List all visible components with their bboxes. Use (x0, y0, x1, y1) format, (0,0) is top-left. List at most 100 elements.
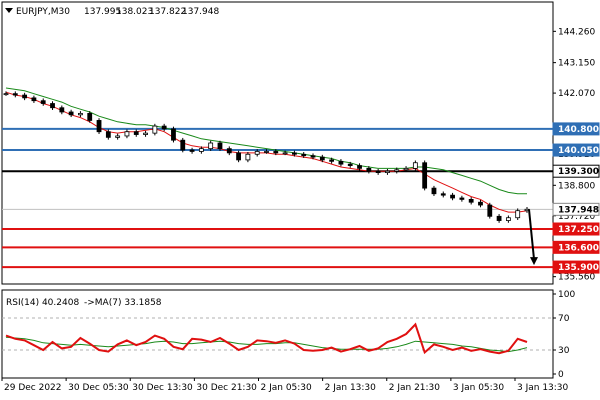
close-value: 137.948 (182, 7, 219, 17)
price-series (3, 91, 530, 223)
rsi-axis: 100 70 30 0 (553, 290, 575, 380)
level-box (552, 240, 600, 254)
candle (78, 111, 83, 118)
x-tick-label: 29 Dec 2022 (4, 383, 62, 393)
candle-body (310, 155, 316, 158)
candle-body (496, 215, 502, 221)
candle-body (319, 156, 325, 161)
candle (329, 157, 335, 164)
candle (22, 92, 28, 101)
candle-body (478, 201, 483, 206)
candle (96, 118, 102, 134)
candle-body (22, 94, 28, 99)
candle-body (31, 97, 37, 102)
candle (254, 149, 260, 157)
level-box-label: 139.300 (558, 167, 599, 177)
collapse-triangle-icon[interactable] (5, 8, 13, 13)
candle (105, 129, 111, 140)
candle (87, 111, 93, 123)
candle-body (254, 151, 260, 155)
candle-body (264, 151, 269, 153)
candle-body (440, 193, 446, 196)
candle (124, 129, 130, 139)
candle (347, 161, 353, 168)
candle-body (40, 100, 46, 104)
candle-body (487, 204, 493, 217)
candle (319, 154, 325, 163)
candle-body (292, 152, 297, 155)
candle (217, 140, 223, 151)
candle-body (96, 120, 102, 133)
y-tick-label: 135.560 (558, 273, 595, 283)
candle (385, 168, 390, 175)
candle (226, 146, 232, 156)
candle-body (450, 194, 455, 199)
level-box (552, 122, 600, 136)
candle (180, 137, 186, 153)
x-tick-label: 3 Jan 05:30 (453, 383, 505, 393)
candle (133, 129, 139, 137)
candle-body (422, 162, 428, 189)
candle (487, 202, 493, 219)
candle-body (189, 149, 195, 152)
price-panel-frame (1, 1, 554, 285)
x-tick-label: 3 Jan 13:30 (517, 383, 569, 393)
candle (515, 208, 521, 220)
candle (422, 160, 428, 191)
candle (236, 150, 241, 163)
candle (143, 130, 148, 137)
arrow-head (530, 257, 538, 266)
candle (115, 133, 121, 140)
candle (282, 150, 288, 156)
candle (357, 163, 362, 171)
candle-body (301, 153, 307, 157)
candle-body (59, 107, 65, 113)
rsi-tick-label: 70 (558, 314, 570, 324)
y-tick-label: 142.070 (558, 89, 595, 99)
candle-body (133, 131, 139, 135)
candle (450, 192, 455, 201)
level-box-label: 136.600 (558, 243, 599, 253)
x-tick-label: 2 Jan 21:30 (389, 383, 441, 393)
candle-body (366, 167, 372, 172)
candle (50, 101, 55, 111)
ma-slow-series (5, 87, 527, 195)
candle-body (236, 152, 241, 161)
candle (301, 152, 307, 158)
candle (338, 159, 344, 167)
candle-body (394, 169, 400, 172)
y-tick-label: 137.720 (558, 212, 595, 222)
rsi-tick-label: 30 (558, 346, 570, 356)
candle-body (143, 132, 148, 135)
time-axis: 29 Dec 2022 30 Dec 05:30 30 Dec 13:30 30 De… (1, 378, 569, 393)
candle-body (329, 159, 335, 162)
candle (264, 149, 269, 154)
candle (292, 150, 297, 157)
candle (68, 109, 74, 118)
candle-body (87, 112, 93, 121)
candle-body (468, 198, 474, 203)
candle-body (282, 152, 288, 155)
candle (403, 166, 409, 173)
candle-body (180, 139, 186, 151)
y-tick-label: 138.800 (558, 181, 595, 191)
candle-body (357, 165, 362, 169)
candle-body (217, 142, 223, 150)
candle (3, 91, 9, 96)
candle-body (3, 93, 9, 96)
rsi-label: RSI(14) 40.2408 (6, 298, 79, 308)
candle-body (115, 135, 121, 138)
level-box (552, 143, 600, 157)
candle-body (403, 167, 409, 171)
candle (171, 126, 176, 143)
candle-body (198, 148, 204, 152)
candle (394, 167, 400, 174)
symbol-label: EURJPY,M30 (16, 7, 70, 17)
candle (440, 191, 446, 198)
x-tick-label: 30 Dec 21:30 (196, 383, 257, 393)
candle-body (171, 128, 176, 141)
x-tick-label: 30 Dec 05:30 (68, 383, 129, 393)
candle-body (50, 103, 55, 109)
level-lines (2, 127, 553, 269)
candle-body (161, 125, 167, 130)
